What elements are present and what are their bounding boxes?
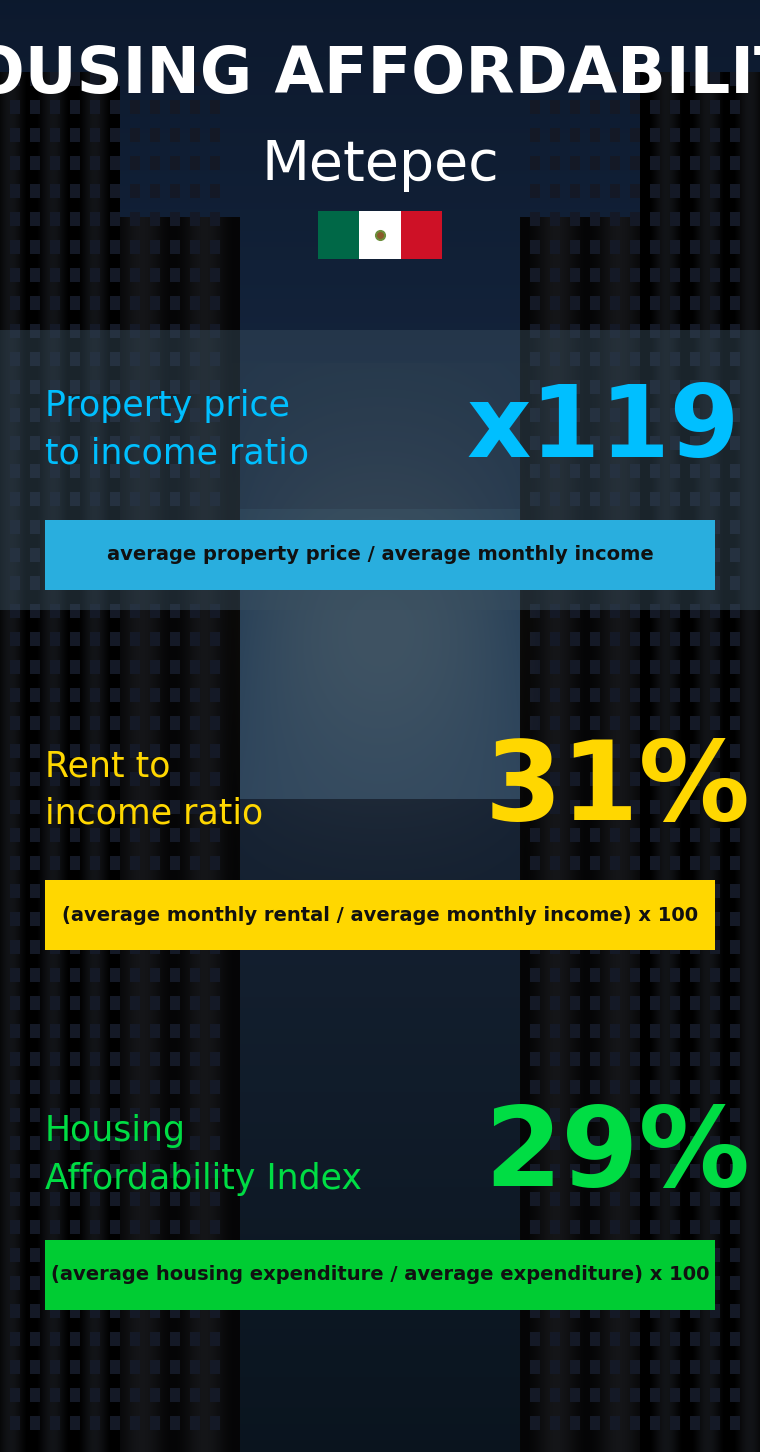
Bar (359, 211, 401, 258)
Text: (average housing expenditure / average expenditure) x 100: (average housing expenditure / average e… (51, 1266, 709, 1285)
Text: 31%: 31% (484, 736, 750, 844)
Text: Housing
Affordability Index: Housing Affordability Index (45, 1114, 362, 1196)
Text: Rent to
income ratio: Rent to income ratio (45, 749, 263, 831)
Text: HOUSING AFFORDABILITY: HOUSING AFFORDABILITY (0, 44, 760, 106)
Bar (45, 880, 715, 950)
Text: average property price / average monthly income: average property price / average monthly… (106, 546, 654, 565)
Text: Metepec: Metepec (261, 138, 499, 192)
Text: (average monthly rental / average monthly income) x 100: (average monthly rental / average monthl… (62, 906, 698, 925)
Text: x119: x119 (467, 382, 740, 479)
Bar (401, 211, 442, 258)
Bar (45, 1240, 715, 1310)
Text: 29%: 29% (484, 1102, 750, 1208)
Text: Property price
to income ratio: Property price to income ratio (45, 389, 309, 470)
Bar (318, 211, 359, 258)
Bar (45, 520, 715, 590)
Bar (0, 330, 760, 610)
